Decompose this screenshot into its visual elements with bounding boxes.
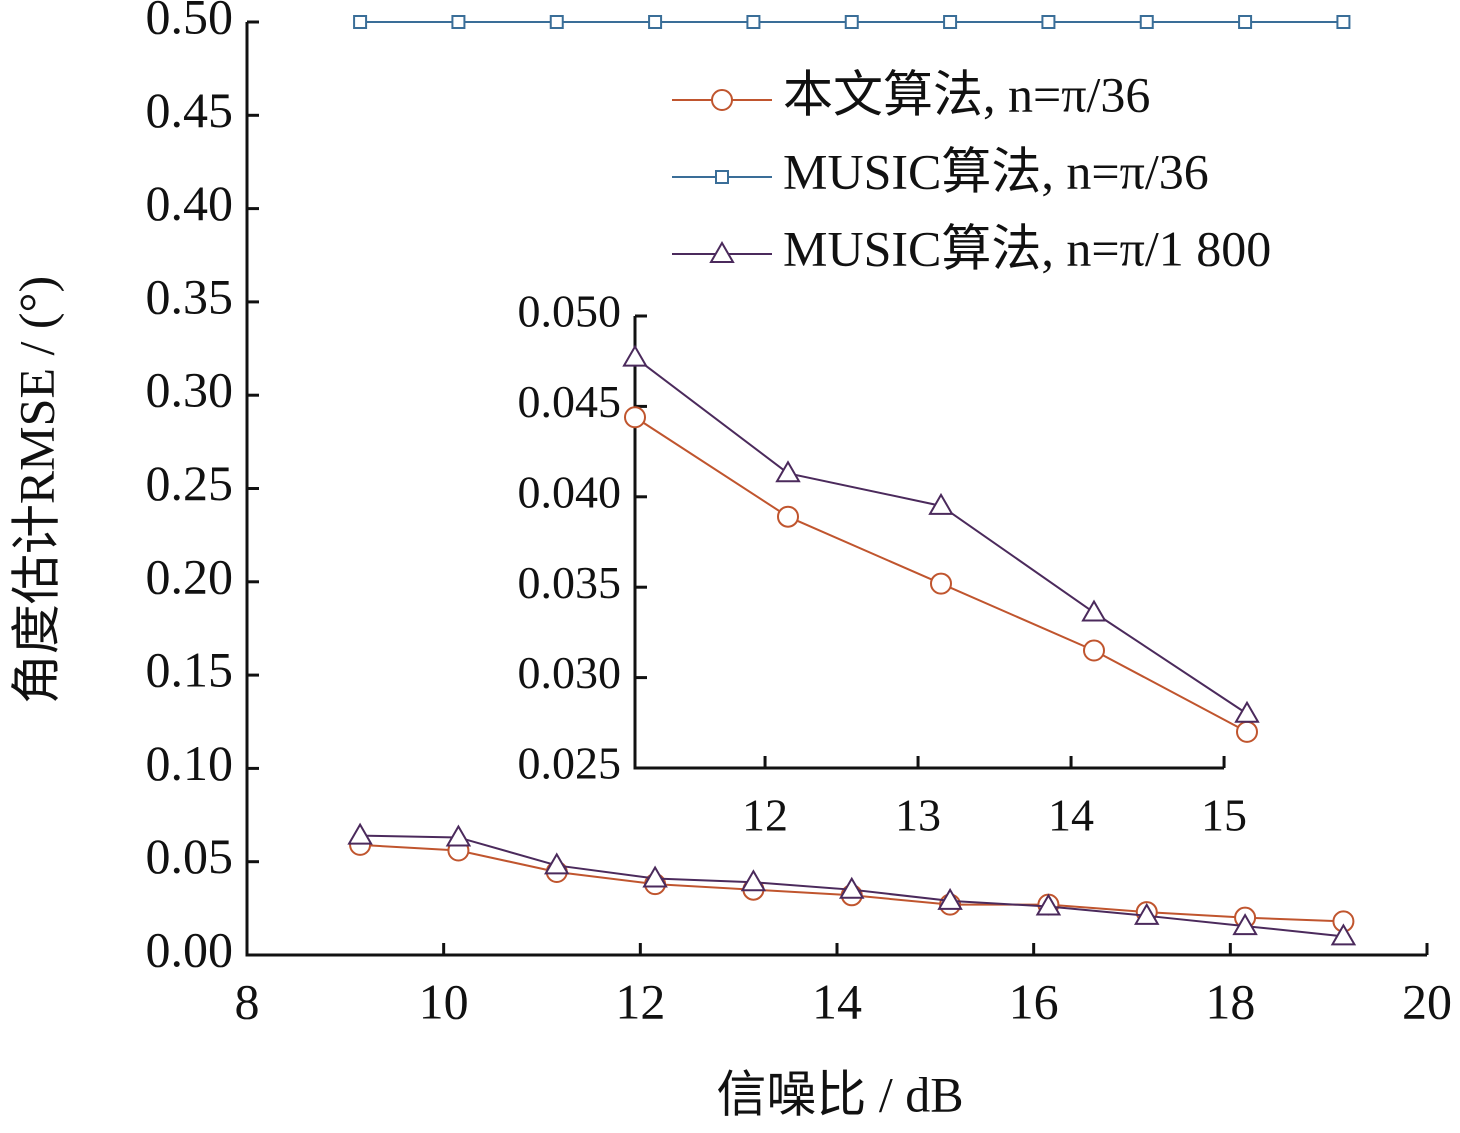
y-tick-label: 0.40 [146,175,234,231]
x-tick-label: 12 [615,973,665,1029]
y-tick-label: 0.035 [518,557,622,608]
marker [544,852,570,875]
series-line [634,356,1248,715]
marker [1035,893,1062,916]
marker [622,344,648,367]
marker [928,492,954,515]
marker [624,406,646,429]
y-tick-label: 0.50 [146,0,234,44]
marker [740,869,767,892]
x-tick-label: 20 [1402,973,1452,1029]
axis [633,316,1225,770]
legend-label: MUSIC算法, n=π/1 800 [783,220,1271,276]
x-tick-label: 12 [742,790,788,841]
y-tick-label: 0.00 [146,921,234,977]
marker [1330,923,1357,946]
marker [1139,15,1154,29]
x-tick-label: 8 [235,973,260,1029]
marker [353,15,368,29]
marker [937,887,963,910]
marker [1336,15,1351,29]
marker [709,241,735,263]
marker [930,572,952,595]
marker [1083,639,1105,662]
y-tick-label: 0.05 [146,828,234,884]
x-tick-label: 14 [812,973,862,1029]
y-tick-label: 0.025 [518,738,622,789]
marker [549,15,564,29]
y-tick-label: 0.35 [146,268,234,324]
legend-label: 本文算法, n=π/36 [783,66,1150,122]
marker [1041,15,1056,29]
marker [1134,902,1160,925]
marker [775,460,801,483]
y-tick-label: 0.25 [146,455,234,511]
y-tick-label: 0.10 [146,735,234,791]
y-tick-label: 0.045 [518,376,622,427]
y-tick-label: 0.040 [518,466,622,517]
x-tick-label: 10 [419,973,469,1029]
y-tick-label: 0.050 [518,286,622,337]
y-axis-label: 角度估计RMSE / (°) [8,276,64,704]
marker [715,170,729,184]
marker [445,824,472,847]
marker [451,15,466,29]
marker [1232,913,1258,936]
x-tick-label: 13 [895,790,941,841]
marker [844,15,859,29]
x-tick-label: 16 [1009,973,1059,1029]
marker [1238,15,1253,29]
marker [943,15,958,29]
y-tick-label: 0.45 [146,82,234,138]
y-tick-label: 0.20 [146,548,234,604]
marker [711,89,733,111]
y-tick-label: 0.030 [518,647,622,698]
marker [1236,720,1258,743]
y-tick-label: 0.30 [146,362,234,418]
x-tick-label: 18 [1205,973,1255,1029]
marker [1081,599,1107,622]
marker [648,15,663,29]
y-tick-label: 0.15 [146,642,234,698]
marker [746,15,761,29]
legend-label: MUSIC算法, n=π/36 [783,143,1209,199]
marker [1234,700,1260,723]
marker [642,865,668,888]
marker [839,876,865,899]
x-axis-label: 信噪比 / dB [716,1066,963,1122]
marker [777,505,799,528]
x-tick-label: 15 [1201,790,1247,841]
x-tick-label: 14 [1048,790,1094,841]
marker [347,822,373,845]
